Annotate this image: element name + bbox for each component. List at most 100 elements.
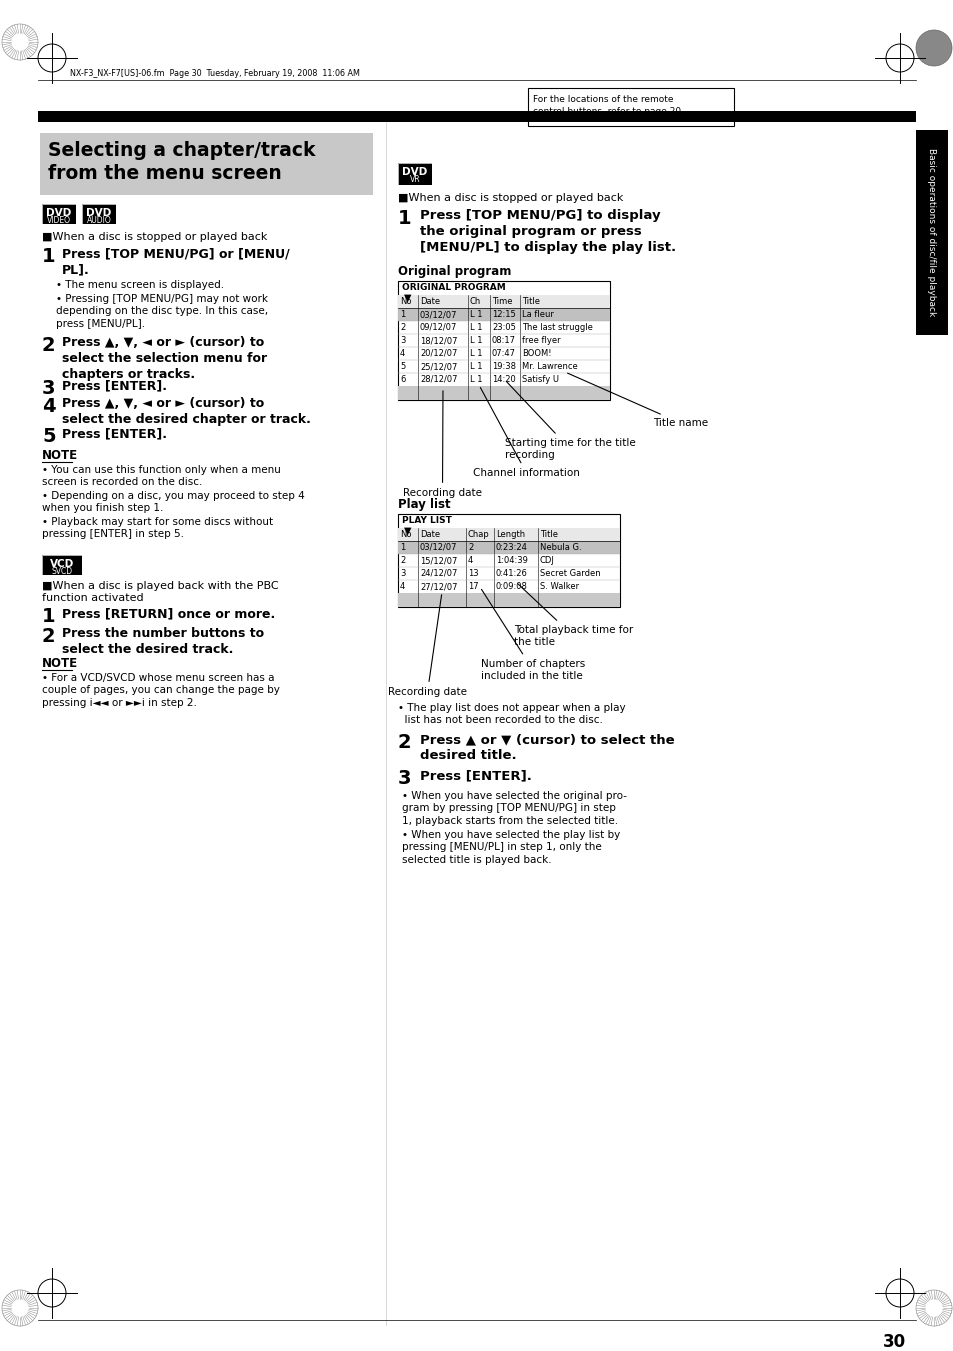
Text: 07:47: 07:47 [492, 349, 516, 358]
Text: 24/12/07: 24/12/07 [419, 569, 456, 578]
Text: Date: Date [419, 530, 439, 539]
Text: NOTE: NOTE [42, 657, 78, 670]
Text: Mr. Lawrence: Mr. Lawrence [521, 362, 578, 372]
Text: • You can use this function only when a menu
screen is recorded on the disc.: • You can use this function only when a … [42, 465, 280, 488]
Bar [42, 555, 82, 576]
Text: 2: 2 [468, 543, 473, 553]
Bar [42, 204, 76, 224]
Text: 5: 5 [42, 427, 55, 446]
Text: 3: 3 [399, 336, 405, 345]
Text: DVD: DVD [87, 208, 112, 218]
Text: 0:09:08: 0:09:08 [496, 582, 527, 590]
Text: 1: 1 [397, 209, 411, 228]
Text: 2: 2 [399, 323, 405, 332]
Text: 2: 2 [397, 734, 411, 753]
Text: ■When a disc is stopped or played back: ■When a disc is stopped or played back [42, 232, 267, 242]
Text: 0:23:24: 0:23:24 [496, 543, 527, 553]
Text: The last struggle: The last struggle [521, 323, 592, 332]
Text: 3: 3 [397, 769, 411, 788]
Text: 17: 17 [468, 582, 478, 590]
Bar [42, 555, 82, 576]
Text: 13: 13 [468, 569, 478, 578]
Text: Total playback time for
the title: Total playback time for the title [514, 584, 633, 647]
Text: 1: 1 [42, 247, 55, 266]
Text: 15/12/07: 15/12/07 [419, 557, 456, 565]
Text: Press [TOP MENU/PG] or [MENU/
PL].: Press [TOP MENU/PG] or [MENU/ PL]. [62, 247, 290, 276]
Text: 14:20: 14:20 [492, 376, 516, 384]
Bar [397, 281, 609, 400]
Text: L 1: L 1 [470, 376, 482, 384]
Text: 4: 4 [42, 397, 55, 416]
Text: Selecting a chapter/track
from the menu screen: Selecting a chapter/track from the menu … [48, 141, 315, 182]
Text: DVD: DVD [47, 208, 71, 218]
Text: NOTE: NOTE [42, 449, 78, 462]
Text: Title name: Title name [567, 373, 707, 428]
Text: 19:38: 19:38 [492, 362, 516, 372]
Bar [527, 88, 733, 126]
Text: DVD: DVD [402, 168, 427, 177]
Text: 18/12/07: 18/12/07 [419, 336, 457, 345]
Text: BOOM!: BOOM! [521, 349, 551, 358]
Bar [82, 204, 116, 224]
Text: 12:15: 12:15 [492, 309, 516, 319]
Text: 3: 3 [399, 569, 405, 578]
Text: ▼: ▼ [403, 526, 411, 536]
Text: Ch: Ch [470, 297, 480, 305]
Circle shape [915, 30, 951, 66]
Text: Press [ENTER].: Press [ENTER]. [62, 427, 167, 440]
Text: 1: 1 [42, 607, 55, 626]
Text: ORIGINAL PROGRAM: ORIGINAL PROGRAM [401, 282, 505, 292]
Text: S. Walker: S. Walker [539, 582, 578, 590]
Text: No: No [399, 530, 411, 539]
Text: Satisfy U: Satisfy U [521, 376, 558, 384]
Text: Date: Date [419, 297, 439, 305]
Bar [397, 513, 619, 607]
Text: 5: 5 [399, 362, 405, 372]
Text: free flyer: free flyer [521, 336, 560, 345]
Text: 2: 2 [42, 627, 55, 646]
Text: 28/12/07: 28/12/07 [419, 376, 457, 384]
Text: NX-F3_NX-F7[US]-06.fm  Page 30  Tuesday, February 19, 2008  11:06 AM: NX-F3_NX-F7[US]-06.fm Page 30 Tuesday, F… [70, 69, 359, 77]
Text: Chap: Chap [468, 530, 489, 539]
Text: 23:05: 23:05 [492, 323, 516, 332]
Text: PLAY LIST: PLAY LIST [401, 516, 452, 526]
Text: La fleur: La fleur [521, 309, 554, 319]
Text: ■When a disc is played back with the PBC
function activated: ■When a disc is played back with the PBC… [42, 581, 278, 604]
Text: 2: 2 [399, 557, 405, 565]
Text: Recording date: Recording date [388, 594, 467, 697]
Text: L 1: L 1 [470, 362, 482, 372]
Bar [397, 528, 619, 540]
Text: 3: 3 [42, 380, 55, 399]
Bar [38, 111, 915, 122]
Text: 20/12/07: 20/12/07 [419, 349, 456, 358]
Text: • For a VCD/SVCD whose menu screen has a
couple of pages, you can change the pag: • For a VCD/SVCD whose menu screen has a… [42, 673, 279, 708]
Text: ▼: ▼ [403, 293, 411, 303]
Text: SVCD: SVCD [51, 567, 72, 576]
Bar [397, 163, 432, 185]
Bar [397, 295, 609, 308]
Bar [397, 540, 619, 554]
Text: Press the number buttons to
select the desired track.: Press the number buttons to select the d… [62, 627, 264, 657]
Bar [40, 132, 373, 195]
Text: • Playback may start for some discs without
pressing [ENTER] in step 5.: • Playback may start for some discs with… [42, 517, 273, 539]
Text: Time: Time [492, 297, 512, 305]
Text: • Pressing [TOP MENU/PG] may not work
depending on the disc type. In this case,
: • Pressing [TOP MENU/PG] may not work de… [56, 295, 268, 328]
Text: Starting time for the title
recording: Starting time for the title recording [504, 382, 635, 461]
Bar [915, 130, 947, 335]
Text: Nebula G.: Nebula G. [539, 543, 581, 553]
Bar [397, 163, 432, 185]
Bar [397, 308, 609, 322]
Text: 03/12/07: 03/12/07 [419, 543, 457, 553]
Text: 4: 4 [399, 349, 405, 358]
Text: 03/12/07: 03/12/07 [419, 309, 457, 319]
Bar [42, 204, 76, 224]
Text: 25/12/07: 25/12/07 [419, 362, 456, 372]
Text: L 1: L 1 [470, 323, 482, 332]
Text: Press [ENTER].: Press [ENTER]. [62, 380, 167, 392]
Text: 2: 2 [42, 336, 55, 355]
Bar [397, 593, 619, 607]
Text: VR: VR [409, 176, 420, 184]
Text: 4: 4 [468, 557, 473, 565]
Text: Secret Garden: Secret Garden [539, 569, 600, 578]
Text: 4: 4 [399, 582, 405, 590]
